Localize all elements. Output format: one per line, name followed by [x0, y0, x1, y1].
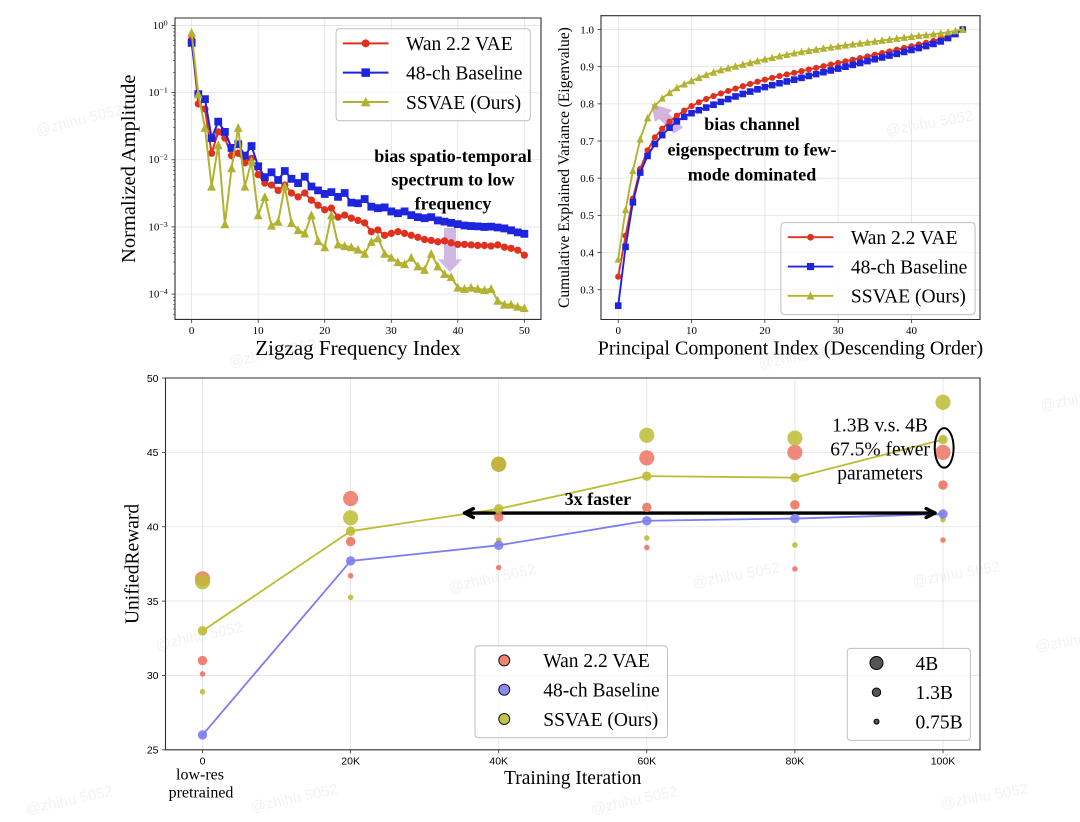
svg-text:1 0 −: 1 0 − 3 [148, 214, 168, 235]
svg-text:40K: 40K [489, 755, 508, 767]
svg-text:0.6: 0.6 [580, 173, 594, 185]
svg-text:eigenspectrum to few-: eigenspectrum to few- [668, 139, 837, 159]
svg-text:0: 0 [200, 755, 206, 767]
svg-text:45: 45 [147, 447, 159, 459]
svg-text:4B: 4B [915, 654, 938, 675]
svg-text:low-res: low-res [176, 766, 224, 783]
svg-text:SSVAE (Ours): SSVAE (Ours) [406, 93, 521, 114]
svg-text:UnifiedReward: UnifiedReward [123, 504, 144, 624]
svg-text:20K: 20K [341, 755, 360, 767]
svg-text:bias channel: bias channel [704, 114, 800, 134]
svg-text:Wan 2.2 VAE: Wan 2.2 VAE [543, 651, 650, 672]
svg-text:0: 0 [615, 325, 621, 337]
svg-text:25: 25 [147, 745, 159, 757]
svg-text:35: 35 [147, 596, 159, 608]
svg-text:67.5% fewer: 67.5% fewer [830, 439, 930, 460]
svg-text:10: 10 [253, 325, 265, 337]
svg-text:100K: 100K [931, 755, 956, 767]
svg-text:30: 30 [147, 670, 159, 682]
svg-text:50: 50 [519, 325, 531, 337]
svg-text:1.3B v.s. 4B: 1.3B v.s. 4B [832, 416, 928, 437]
svg-text:1 0 0: 1 0 0 [153, 16, 168, 33]
svg-text:1 0 −: 1 0 − 4 [148, 281, 168, 302]
svg-text:0.9: 0.9 [580, 61, 594, 73]
svg-text:mode dominated: mode dominated [688, 165, 817, 185]
svg-text:0.3: 0.3 [580, 285, 594, 297]
svg-text:48-ch Baseline: 48-ch Baseline [406, 63, 522, 84]
svg-text:1 0 −: 1 0 − 2 [148, 147, 168, 168]
svg-text:Wan 2.2 VAE: Wan 2.2 VAE [851, 228, 958, 249]
svg-text:40: 40 [452, 325, 464, 337]
svg-text:spectrum to low: spectrum to low [392, 170, 515, 190]
svg-text:50: 50 [147, 373, 159, 385]
svg-text:Cumulative Explained Variance: Cumulative Explained Variance (Eigenvalu… [556, 27, 573, 308]
svg-text:0: 0 [189, 325, 195, 337]
svg-text:Principal Component Index (Des: Principal Component Index (Descending Or… [598, 337, 983, 359]
svg-text:0.4: 0.4 [580, 247, 594, 259]
svg-text:SSVAE (Ours): SSVAE (Ours) [851, 287, 966, 308]
svg-text:SSVAE (Ours): SSVAE (Ours) [543, 710, 658, 731]
svg-text:pretrained: pretrained [169, 784, 234, 801]
svg-text:80K: 80K [786, 755, 805, 767]
svg-text:0.75B: 0.75B [915, 712, 962, 733]
svg-text:0.8: 0.8 [580, 99, 594, 111]
svg-text:20: 20 [319, 325, 331, 337]
svg-text:Wan 2.2 VAE: Wan 2.2 VAE [406, 34, 513, 55]
svg-text:1 0 −: 1 0 − 1 [148, 79, 168, 100]
svg-text:40: 40 [147, 522, 159, 534]
svg-text:0.5: 0.5 [580, 210, 594, 222]
svg-text:3x faster: 3x faster [565, 489, 631, 509]
svg-text:20: 20 [759, 325, 771, 337]
svg-text:Zigzag Frequency Index: Zigzag Frequency Index [255, 336, 461, 360]
svg-text:Normalized Amplitude: Normalized Amplitude [118, 74, 140, 262]
svg-text:parameters: parameters [837, 463, 923, 484]
svg-text:48-ch Baseline: 48-ch Baseline [851, 257, 967, 278]
svg-text:0.7: 0.7 [580, 136, 594, 148]
svg-text:1.3B: 1.3B [915, 683, 952, 704]
svg-text:10: 10 [686, 325, 698, 337]
svg-text:Training Iteration: Training Iteration [504, 768, 642, 789]
svg-text:48-ch Baseline: 48-ch Baseline [543, 681, 659, 702]
svg-text:frequency: frequency [415, 194, 492, 214]
svg-text:60K: 60K [637, 755, 656, 767]
svg-text:30: 30 [833, 325, 845, 337]
svg-text:1.0: 1.0 [580, 24, 594, 36]
svg-text:30: 30 [386, 325, 398, 337]
svg-text:bias spatio-temporal: bias spatio-temporal [374, 146, 532, 166]
svg-text:40: 40 [906, 325, 918, 337]
